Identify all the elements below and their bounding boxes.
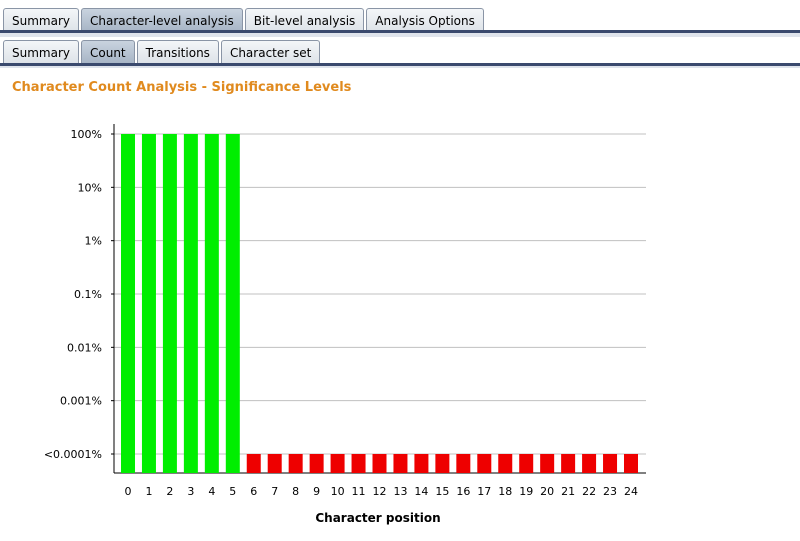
bar <box>393 454 408 473</box>
x-tick-label: 23 <box>603 485 617 498</box>
bar <box>414 454 429 473</box>
subtab-transitions[interactable]: Transitions <box>136 40 219 64</box>
x-tick-label: 6 <box>250 485 257 498</box>
x-tick-label: 0 <box>125 485 132 498</box>
tab-character-level-analysis[interactable]: Character-level analysis <box>81 8 243 32</box>
top-tab-rule-light <box>0 33 800 37</box>
y-tick-label: 100% <box>71 128 102 141</box>
bar <box>121 134 135 473</box>
x-tick-label: 4 <box>208 485 215 498</box>
x-tick-label: 24 <box>624 485 638 498</box>
bar <box>267 454 282 473</box>
x-tick-label: 7 <box>271 485 278 498</box>
bar <box>435 454 450 473</box>
x-tick-label: 13 <box>393 485 407 498</box>
bar <box>309 454 324 473</box>
x-tick-label: 19 <box>519 485 533 498</box>
y-tick-label: 1% <box>85 235 102 248</box>
sub-tab-rule <box>0 63 800 66</box>
bar <box>603 454 618 473</box>
y-tick-label: 0.01% <box>67 341 102 354</box>
bar <box>456 454 471 473</box>
bar <box>162 134 177 473</box>
x-tick-label: 22 <box>582 485 596 498</box>
top-tab-bar: Summary Character-level analysis Bit-level… <box>0 0 800 32</box>
bar <box>372 454 387 473</box>
bar <box>519 454 534 473</box>
x-tick-label: 18 <box>498 485 512 498</box>
sub-tab-rule-light <box>0 66 800 68</box>
bar <box>225 134 240 473</box>
subtab-count[interactable]: Count <box>81 40 135 64</box>
x-tick-label: 15 <box>435 485 449 498</box>
bar <box>540 454 555 473</box>
y-tick-label: 0.001% <box>60 395 102 408</box>
x-tick-label: 5 <box>229 485 236 498</box>
x-tick-label: 16 <box>456 485 470 498</box>
x-tick-label: 11 <box>352 485 366 498</box>
bar <box>561 454 576 473</box>
top-tab-rule <box>0 30 800 33</box>
x-tick-label: 17 <box>477 485 491 498</box>
x-tick-label: 21 <box>561 485 575 498</box>
bar <box>246 454 261 473</box>
x-tick-label: 1 <box>145 485 152 498</box>
bar <box>477 454 492 473</box>
x-tick-label: 8 <box>292 485 299 498</box>
bar <box>351 454 366 473</box>
tab-analysis-options[interactable]: Analysis Options <box>366 8 484 32</box>
x-tick-label: 14 <box>414 485 428 498</box>
x-tick-label: 20 <box>540 485 554 498</box>
bar <box>330 454 345 473</box>
tab-bit-level-analysis[interactable]: Bit-level analysis <box>244 8 365 32</box>
x-tick-label: 3 <box>187 485 194 498</box>
x-tick-label: 12 <box>373 485 387 498</box>
x-tick-label: 10 <box>331 485 345 498</box>
bar <box>183 134 198 473</box>
bar <box>498 454 513 473</box>
bar <box>582 454 597 473</box>
x-tick-label: 2 <box>166 485 173 498</box>
sub-tab-bar: Summary Count Transitions Character set <box>0 37 800 64</box>
y-tick-label: 0.1% <box>74 288 102 301</box>
bar <box>204 134 219 473</box>
tab-summary[interactable]: Summary <box>3 8 79 32</box>
chart-title: Character Count Analysis - Significance … <box>12 80 352 95</box>
bar <box>288 454 303 473</box>
bar <box>624 454 638 473</box>
bar <box>141 134 156 473</box>
y-tick-label: 10% <box>78 181 102 194</box>
x-axis-title: Character position <box>315 511 440 525</box>
subtab-character-set[interactable]: Character set <box>220 40 321 64</box>
x-tick-label: 9 <box>313 485 320 498</box>
subtab-summary[interactable]: Summary <box>3 40 79 64</box>
y-tick-label: <0.0001% <box>44 448 102 461</box>
